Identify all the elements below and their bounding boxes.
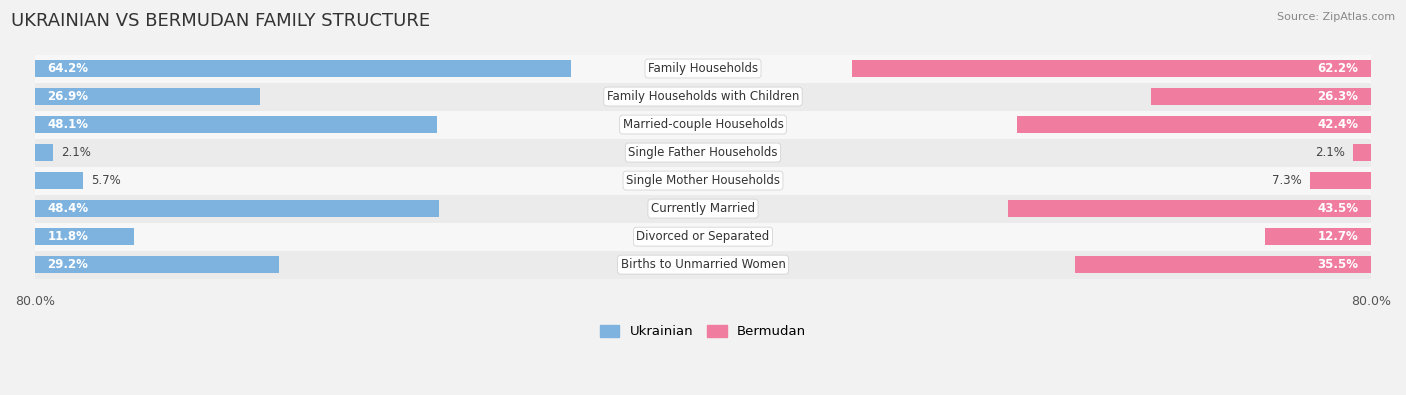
Bar [35,228,134,245]
Text: 5.7%: 5.7% [91,174,121,187]
Bar [1152,88,1371,105]
Bar [35,256,278,273]
Text: Single Mother Households: Single Mother Households [626,174,780,187]
Text: Family Households: Family Households [648,62,758,75]
Text: 26.9%: 26.9% [48,90,89,103]
Bar [1008,200,1371,217]
Text: Source: ZipAtlas.com: Source: ZipAtlas.com [1277,12,1395,22]
Text: 42.4%: 42.4% [1317,118,1358,131]
Bar [1074,256,1371,273]
Bar [35,172,83,189]
Bar [35,139,1371,167]
Bar [35,167,1371,195]
Text: Divorced or Separated: Divorced or Separated [637,230,769,243]
Text: 7.3%: 7.3% [1272,174,1302,187]
Text: 48.4%: 48.4% [48,202,89,215]
Text: 12.7%: 12.7% [1317,230,1358,243]
Text: 43.5%: 43.5% [1317,202,1358,215]
Bar [1310,172,1371,189]
Text: 48.1%: 48.1% [48,118,89,131]
Text: Family Households with Children: Family Households with Children [607,90,799,103]
Text: Births to Unmarried Women: Births to Unmarried Women [620,258,786,271]
Bar [35,250,1371,278]
Text: Single Father Households: Single Father Households [628,146,778,159]
Bar [1265,228,1371,245]
Text: 35.5%: 35.5% [1317,258,1358,271]
Bar [35,195,1371,223]
Bar [35,60,571,77]
Bar [35,144,52,161]
Text: 29.2%: 29.2% [48,258,89,271]
Text: 2.1%: 2.1% [60,146,91,159]
Bar [35,88,260,105]
Bar [35,223,1371,250]
Text: 62.2%: 62.2% [1317,62,1358,75]
Bar [35,116,437,133]
Bar [35,200,439,217]
Bar [35,111,1371,139]
Bar [1354,144,1371,161]
Bar [35,55,1371,83]
Text: 2.1%: 2.1% [1315,146,1346,159]
Text: 64.2%: 64.2% [48,62,89,75]
Text: UKRAINIAN VS BERMUDAN FAMILY STRUCTURE: UKRAINIAN VS BERMUDAN FAMILY STRUCTURE [11,12,430,30]
Text: 11.8%: 11.8% [48,230,89,243]
Bar [1017,116,1371,133]
Text: Currently Married: Currently Married [651,202,755,215]
Bar [852,60,1371,77]
Bar [35,83,1371,111]
Text: Married-couple Households: Married-couple Households [623,118,783,131]
Text: 26.3%: 26.3% [1317,90,1358,103]
Legend: Ukrainian, Bermudan: Ukrainian, Bermudan [595,320,811,344]
